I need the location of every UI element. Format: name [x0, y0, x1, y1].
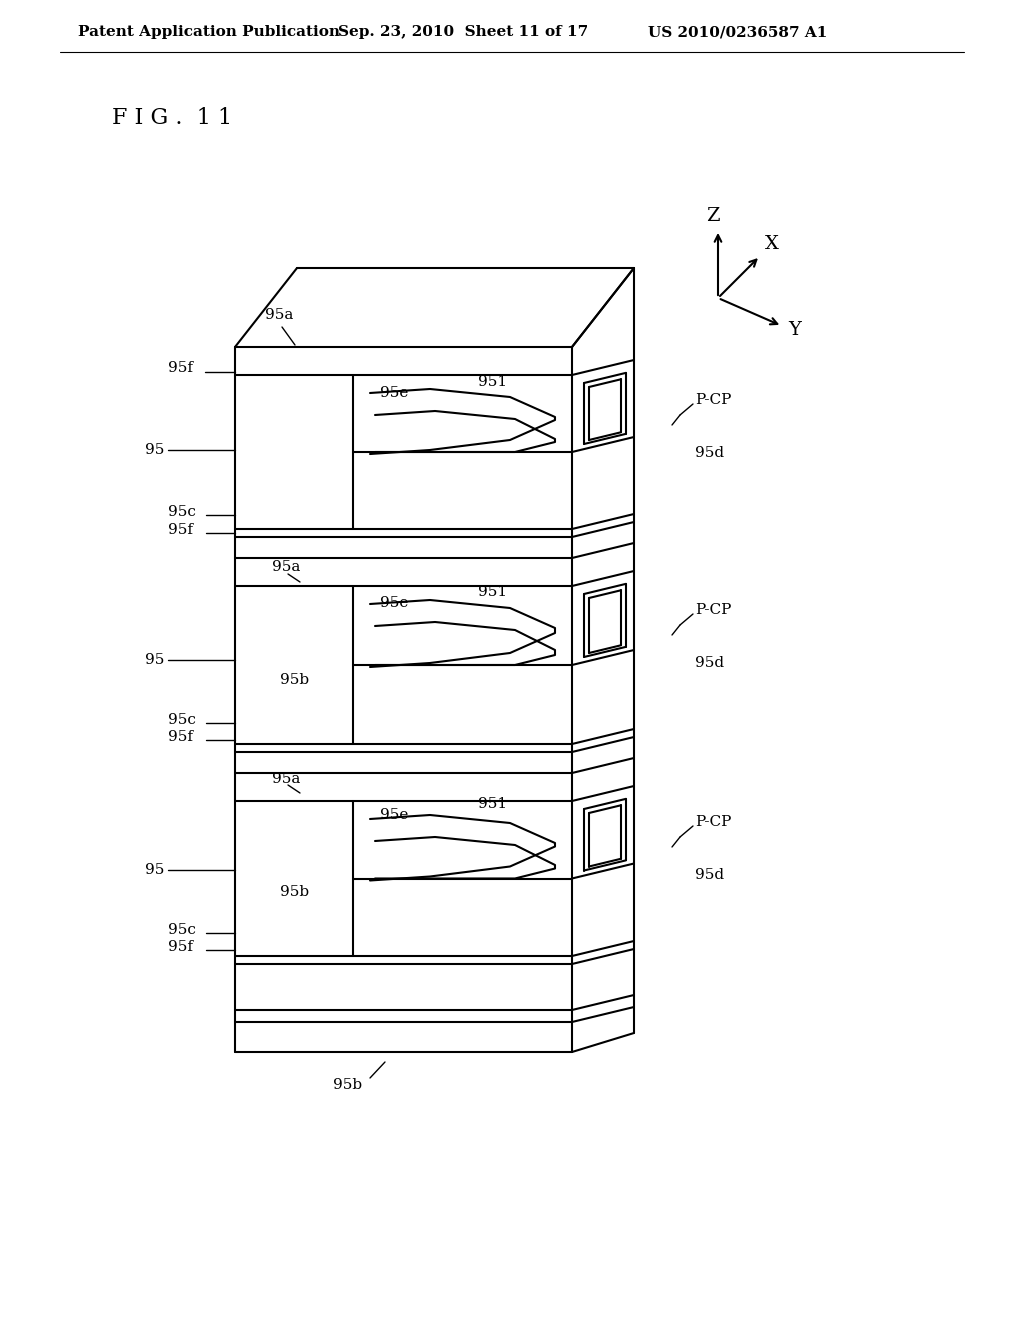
- Text: F I G .  1 1: F I G . 1 1: [112, 107, 232, 129]
- Text: 95c: 95c: [168, 713, 196, 727]
- Text: 95a: 95a: [265, 308, 293, 322]
- Text: P-CP: P-CP: [695, 814, 731, 829]
- Text: P-CP: P-CP: [695, 603, 731, 616]
- Text: Sep. 23, 2010  Sheet 11 of 17: Sep. 23, 2010 Sheet 11 of 17: [338, 25, 588, 40]
- Text: 95d: 95d: [695, 446, 724, 459]
- Text: 95d: 95d: [695, 656, 724, 671]
- Text: 95a: 95a: [272, 560, 300, 574]
- Text: 95c: 95c: [168, 506, 196, 519]
- Text: Z: Z: [707, 207, 720, 224]
- Text: 95: 95: [145, 444, 165, 457]
- Text: 951: 951: [478, 797, 507, 810]
- Text: 95f: 95f: [168, 360, 193, 375]
- Text: 95d: 95d: [695, 869, 724, 882]
- Text: 951: 951: [478, 375, 507, 389]
- Text: 95e: 95e: [380, 385, 409, 400]
- Text: 95e: 95e: [380, 808, 409, 822]
- Text: 951: 951: [478, 585, 507, 599]
- Text: 95b: 95b: [280, 673, 309, 686]
- Text: 95f: 95f: [168, 730, 193, 744]
- Text: 95e: 95e: [380, 597, 409, 610]
- Text: 95f: 95f: [168, 940, 193, 954]
- Text: X: X: [765, 235, 779, 253]
- Text: 95c: 95c: [168, 923, 196, 937]
- Text: P-CP: P-CP: [695, 393, 731, 407]
- Text: 95a: 95a: [272, 772, 300, 785]
- Text: Y: Y: [788, 321, 802, 339]
- Text: Patent Application Publication: Patent Application Publication: [78, 25, 340, 40]
- Text: 95b: 95b: [280, 884, 309, 899]
- Text: 95: 95: [145, 863, 165, 876]
- Text: 95b: 95b: [334, 1078, 362, 1092]
- Text: US 2010/0236587 A1: US 2010/0236587 A1: [648, 25, 827, 40]
- Text: 95: 95: [145, 653, 165, 667]
- Text: 95f: 95f: [168, 523, 193, 537]
